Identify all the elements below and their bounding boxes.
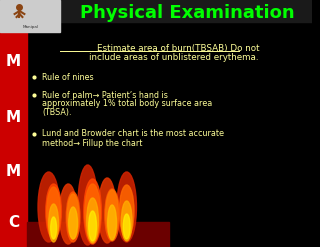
Ellipse shape bbox=[105, 189, 119, 241]
Ellipse shape bbox=[119, 185, 134, 237]
Bar bbox=[27, 222, 169, 247]
Ellipse shape bbox=[46, 184, 61, 239]
Bar bbox=[0, 22, 27, 247]
Ellipse shape bbox=[51, 217, 57, 239]
Ellipse shape bbox=[85, 184, 100, 242]
Text: Rule of palm→ Patient’s hand is: Rule of palm→ Patient’s hand is bbox=[42, 90, 168, 100]
Ellipse shape bbox=[87, 198, 99, 243]
Bar bbox=[0, 0, 60, 32]
Text: include areas of unblistered erythema.: include areas of unblistered erythema. bbox=[89, 54, 258, 62]
Ellipse shape bbox=[60, 184, 77, 244]
Ellipse shape bbox=[49, 204, 59, 242]
Ellipse shape bbox=[121, 201, 132, 241]
Text: M: M bbox=[6, 55, 21, 69]
Ellipse shape bbox=[66, 192, 80, 242]
Text: Rule of nines: Rule of nines bbox=[42, 73, 93, 82]
Ellipse shape bbox=[67, 194, 79, 239]
Ellipse shape bbox=[89, 211, 97, 241]
Ellipse shape bbox=[84, 179, 101, 244]
Ellipse shape bbox=[117, 172, 136, 242]
Text: M: M bbox=[6, 109, 21, 124]
Bar bbox=[0, 0, 312, 22]
Ellipse shape bbox=[108, 205, 116, 240]
Ellipse shape bbox=[99, 178, 116, 243]
Ellipse shape bbox=[38, 172, 60, 242]
Text: Physical Examination: Physical Examination bbox=[80, 4, 294, 22]
Text: method→ Fillup the chart: method→ Fillup the chart bbox=[42, 139, 142, 147]
Text: Manipal: Manipal bbox=[22, 25, 38, 29]
Ellipse shape bbox=[69, 207, 77, 239]
Text: (TBSA).: (TBSA). bbox=[42, 108, 71, 118]
Ellipse shape bbox=[78, 165, 98, 245]
Text: Lund and Browder chart is the most accurate: Lund and Browder chart is the most accur… bbox=[42, 129, 224, 139]
Ellipse shape bbox=[106, 190, 118, 238]
Text: approximately 1% total body surface area: approximately 1% total body surface area bbox=[42, 100, 212, 108]
Text: Estimate area of burn(TBSAB) Do not: Estimate area of burn(TBSAB) Do not bbox=[97, 44, 260, 54]
Ellipse shape bbox=[123, 214, 130, 239]
Text: M: M bbox=[6, 165, 21, 180]
Text: C: C bbox=[8, 214, 19, 229]
Ellipse shape bbox=[47, 187, 60, 237]
